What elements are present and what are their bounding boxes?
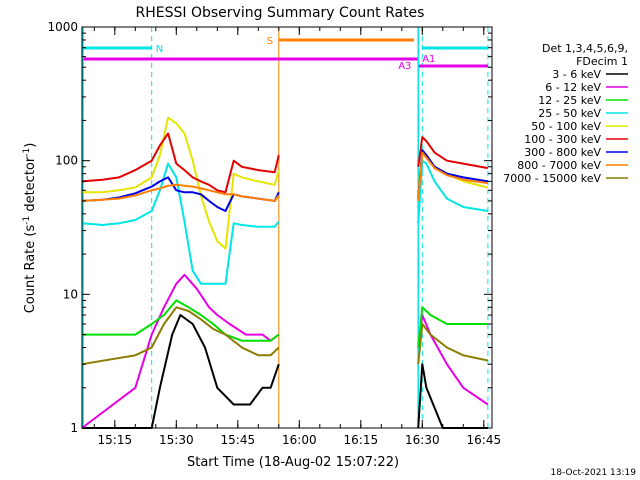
legend-entry-6: 300 - 800 keV	[524, 146, 601, 159]
series-line-0-0	[82, 314, 280, 429]
flag-layer: N S A1 A3	[81, 27, 489, 428]
y-axis-label-sup2: -1	[22, 148, 32, 157]
legend-entry-1: 6 - 12 keV	[545, 81, 601, 94]
axis-layer: 15:15 15:30 15:45 16:00 16:15 16:30 16:45 1 10 10…	[47, 20, 501, 447]
legend-title-1: FDecim 1	[576, 55, 628, 68]
x-tick-label-3: 16:00	[282, 433, 317, 447]
y-axis-label-mid: detector	[23, 156, 38, 216]
flag-label-saa: S	[267, 36, 273, 47]
series-line-3-0	[81, 162, 280, 285]
series-line-5-1	[417, 136, 489, 170]
legend-entry-5: 100 - 300 keV	[524, 133, 601, 146]
footer-timestamp: 18-Oct-2021 13:19	[551, 468, 637, 478]
legend-entry-7: 800 - 7000 keV	[517, 159, 601, 172]
x-tick-label-6: 16:45	[467, 433, 502, 447]
y-axis-label: Count Rate (s-1 detector-1)	[22, 143, 38, 314]
flag-label-a3: A3	[398, 61, 411, 72]
y-tick-label-0: 1	[70, 421, 78, 435]
legend-entry-4: 50 - 100 keV	[531, 120, 601, 133]
x-tick-label-5: 16:30	[405, 433, 440, 447]
series-line-2-0	[82, 299, 280, 342]
x-tick-label-0: 15:15	[98, 433, 133, 447]
x-tick-label-1: 15:30	[159, 433, 194, 447]
plot-frame	[81, 26, 493, 429]
legend-entry-8: 7000 - 15000 keV	[503, 172, 601, 185]
y-axis-label-main: Count Rate (s	[23, 225, 38, 314]
series-line-3-1	[417, 159, 489, 224]
legend-title-0: Det 1,3,4,5,6,9,	[542, 42, 628, 55]
series-line-1-0	[81, 273, 280, 429]
y-tick-label-1: 10	[63, 287, 78, 301]
legend-entry-0: 3 - 6 keV	[552, 68, 601, 81]
flag-label-a1: A1	[422, 54, 435, 65]
series-line-7-1	[417, 151, 489, 201]
x-tick-label-2: 15:45	[221, 433, 256, 447]
x-tick-label-4: 16:15	[344, 433, 379, 447]
series-line-4-0	[82, 116, 280, 250]
y-tick-label-3: 1000	[47, 20, 78, 34]
series-layer	[81, 116, 489, 429]
legend-entry-2: 12 - 25 keV	[538, 94, 601, 107]
series-line-5-0	[81, 132, 280, 194]
x-axis-label: Start Time (18-Aug-02 15:07:22)	[187, 455, 399, 470]
series-line-8-0	[81, 306, 280, 366]
y-axis-label-end: )	[23, 143, 38, 148]
chart-title: RHESSI Observing Summary Count Rates	[136, 5, 425, 21]
series-line-6-1	[417, 149, 489, 199]
series-line-2-1	[417, 306, 488, 348]
series-line-8-1	[417, 323, 489, 365]
y-axis-label-sup1: -1	[22, 216, 32, 225]
flag-label-night: N	[156, 44, 163, 55]
series-line-7-0	[81, 183, 280, 202]
legend-entry-3: 25 - 50 keV	[538, 107, 601, 120]
y-tick-label-2: 100	[55, 154, 78, 168]
